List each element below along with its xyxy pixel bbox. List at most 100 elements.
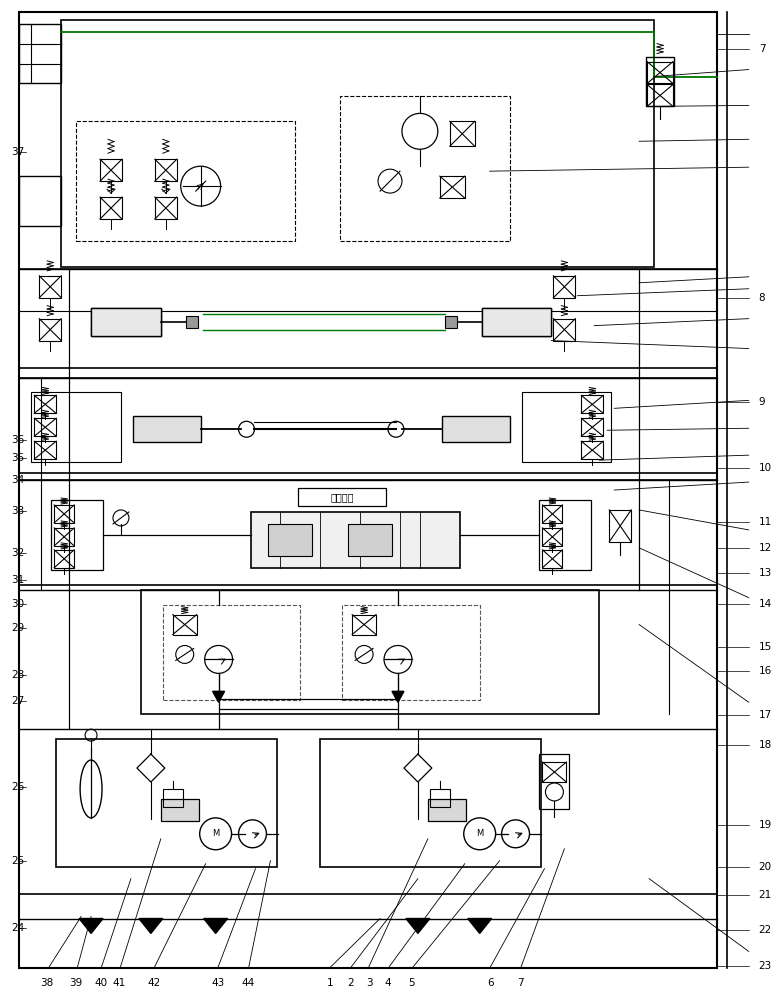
Text: 7: 7 [517, 978, 524, 988]
Bar [647, 84, 673, 106]
Bar [609, 510, 631, 542]
Text: 29: 29 [12, 623, 24, 633]
Bar [56, 739, 278, 867]
Text: 5: 5 [409, 978, 415, 988]
Bar [76, 121, 296, 241]
Text: 30: 30 [12, 599, 24, 609]
Text: M: M [476, 829, 483, 838]
Bar [39, 276, 61, 298]
Text: 32: 32 [12, 548, 24, 558]
Bar [20, 378, 717, 473]
Text: 33: 33 [12, 506, 24, 516]
Bar [482, 308, 551, 336]
Text: 13: 13 [759, 568, 772, 578]
Polygon shape [203, 919, 228, 933]
Text: 35: 35 [12, 453, 24, 463]
Bar [540, 754, 569, 809]
Text: 16: 16 [759, 666, 772, 676]
Bar [31, 392, 121, 462]
Polygon shape [79, 919, 103, 933]
Text: 43: 43 [211, 978, 224, 988]
Text: 18: 18 [759, 740, 772, 750]
Text: 20: 20 [759, 862, 772, 872]
Bar [20, 176, 61, 226]
Bar [20, 480, 717, 585]
Text: 2: 2 [347, 978, 353, 988]
Bar [54, 505, 74, 523]
Text: 31: 31 [12, 575, 24, 585]
Bar [51, 500, 103, 570]
Bar [161, 799, 199, 821]
Bar [428, 799, 466, 821]
Text: 41: 41 [113, 978, 126, 988]
Text: 15: 15 [759, 642, 772, 652]
Text: 21: 21 [759, 890, 772, 900]
Bar [543, 505, 562, 523]
Bar [543, 528, 562, 546]
Text: 12: 12 [759, 543, 772, 553]
Bar [39, 319, 61, 341]
Text: 28: 28 [12, 670, 24, 680]
Text: 17: 17 [759, 710, 772, 720]
Bar [522, 392, 612, 462]
Bar [540, 500, 591, 570]
Bar [34, 441, 56, 459]
Bar [321, 739, 541, 867]
Text: 34: 34 [12, 475, 24, 485]
Text: 38: 38 [41, 978, 54, 988]
Bar [133, 416, 201, 442]
Text: 4: 4 [385, 978, 391, 988]
Text: 3: 3 [366, 978, 372, 988]
Text: M: M [212, 829, 219, 838]
Bar [482, 308, 551, 336]
Bar [646, 57, 674, 106]
Bar [352, 615, 376, 635]
Text: 10: 10 [759, 463, 772, 473]
Polygon shape [406, 919, 430, 933]
Bar [581, 441, 603, 459]
Text: 6: 6 [487, 978, 494, 988]
Text: 23: 23 [759, 961, 772, 971]
Bar [581, 418, 603, 436]
Bar [268, 524, 312, 556]
Bar [442, 416, 510, 442]
Text: 44: 44 [242, 978, 255, 988]
Polygon shape [392, 691, 404, 702]
Bar [100, 159, 122, 181]
Bar [100, 197, 122, 219]
Bar [173, 615, 197, 635]
Bar [155, 197, 177, 219]
Text: 26: 26 [12, 782, 24, 792]
Bar [543, 550, 562, 568]
Text: 27: 27 [12, 696, 24, 706]
Bar [250, 512, 460, 568]
Text: 40: 40 [95, 978, 108, 988]
Bar [554, 276, 576, 298]
Bar [298, 488, 386, 506]
Bar [20, 24, 61, 83]
Text: 7: 7 [759, 44, 766, 54]
Bar [20, 269, 717, 368]
Polygon shape [139, 919, 163, 933]
Text: 9: 9 [759, 397, 766, 407]
Text: 37: 37 [12, 147, 24, 157]
Bar [340, 96, 510, 241]
Bar [647, 62, 673, 83]
Bar [54, 528, 74, 546]
Text: 39: 39 [70, 978, 83, 988]
Bar [20, 12, 717, 968]
Text: 36: 36 [12, 435, 24, 445]
Bar [445, 316, 457, 328]
Bar [91, 308, 161, 336]
Text: 25: 25 [12, 856, 24, 866]
Bar [61, 20, 654, 267]
Bar [54, 550, 74, 568]
Polygon shape [213, 691, 224, 702]
Bar [34, 395, 56, 413]
Bar [163, 789, 183, 807]
Bar [543, 762, 566, 782]
Polygon shape [468, 919, 492, 933]
Bar [450, 121, 475, 146]
Bar [34, 418, 56, 436]
Bar [155, 159, 177, 181]
